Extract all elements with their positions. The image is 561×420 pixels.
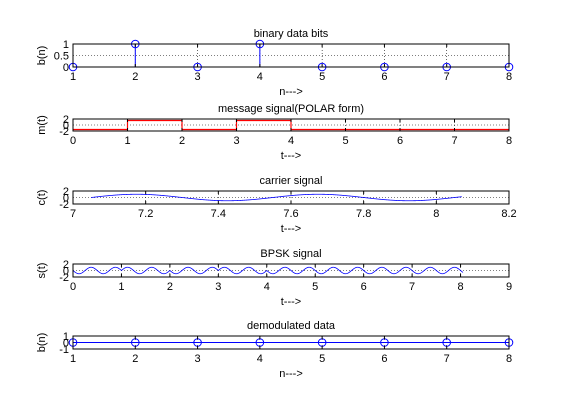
y-axis-label: m(t) [36,115,48,135]
subplot-title: BPSK signal [260,248,321,260]
subplot-3: 7 7.2 7.4 7.6 7.8 8 8.2 -202 carrier signal t--->… [36,175,517,235]
y-tick-label: -2 [59,272,69,284]
x-tick-label: 7 [444,71,450,83]
axes-background [73,44,509,67]
x-tick-label: 7.6 [283,208,298,220]
x-tick-label: 1 [124,135,130,147]
carrier-wave-line [91,193,462,202]
x-tick-label: 4 [288,135,294,147]
x-tick-label: 3 [233,135,239,147]
y-tick-label: -2 [59,199,69,211]
x-tick-label: 5 [319,71,325,83]
y-axis-label: s(t) [36,263,48,279]
subplot-title: message signal(POLAR form) [218,103,364,115]
axes-frame [72,263,510,278]
x-tick-label: 7.8 [356,208,371,220]
x-tick-label: 4 [257,353,263,365]
x-axis-label: t---> [281,223,301,235]
x-axis-label: t---> [281,296,301,308]
x-tick-label: 0 [70,281,76,293]
y-tick-label: 0 [63,62,69,74]
y-axis-label: b(n) [36,333,48,353]
x-tick-label: 1 [70,71,76,83]
x-tick-label: 8 [506,353,512,365]
x-axis-label: t---> [281,150,301,162]
y-tick-label: 0 [63,338,69,350]
axes-frame [72,43,510,68]
y-axis-label: c(t) [36,190,48,206]
x-tick-label: 2 [179,135,185,147]
subplot-title: demodulated data [247,320,336,332]
y-tick-label: 2 [63,114,69,126]
y-tick-label: -1 [59,344,69,356]
y-tick-label: 0 [63,266,69,278]
x-tick-label: 3 [195,353,201,365]
x-tick-label: 4 [257,71,263,83]
x-tick-label: 3 [215,281,221,293]
y-tick-label: 2 [63,186,69,198]
x-tick-label: 5 [342,135,348,147]
x-tick-label: 6 [381,71,387,83]
x-axis-label: n---> [279,368,303,380]
subplot-title: binary data bits [254,28,329,40]
x-tick-label: 7.2 [138,208,153,220]
x-tick-label: 2 [167,281,173,293]
x-tick-label: 9 [506,281,512,293]
x-tick-label: 8 [457,281,463,293]
subplot-title: carrier signal [260,175,323,187]
x-tick-label: 1 [118,281,124,293]
x-tick-label: 3 [195,71,201,83]
y-tick-label: 2 [63,259,69,271]
x-tick-label: 6 [381,353,387,365]
x-tick-label: 6 [397,135,403,147]
y-tick-label: 1 [63,331,69,343]
x-tick-label: 5 [312,281,318,293]
y-tick-label: 0 [63,193,69,205]
x-tick-label: 2 [132,71,138,83]
x-tick-label: 1 [70,353,76,365]
x-tick-label: 8 [433,208,439,220]
x-tick-label: 7 [70,208,76,220]
x-tick-label: 6 [361,281,367,293]
x-axis-label: n---> [279,86,303,98]
x-tick-label: 7 [451,135,457,147]
x-tick-label: 7 [409,281,415,293]
subplot-1: 1 2 3 4 5 6 7 8 00.51 binary data bits n---> b(n) [36,28,514,98]
x-tick-label: 2 [132,353,138,365]
y-tick-label: 0 [63,120,69,132]
x-tick-label: 7 [444,353,450,365]
x-tick-label: 8 [506,135,512,147]
x-tick-label: 8 [506,71,512,83]
x-tick-label: 8.2 [501,208,516,220]
x-tick-label: 5 [319,353,325,365]
y-tick-label: -2 [59,126,69,138]
x-tick-label: 4 [264,281,270,293]
x-tick-label: 0 [70,135,76,147]
y-tick-label: 0.5 [54,51,69,63]
y-tick-label: 1 [63,39,69,51]
y-axis-label: b(n) [36,46,48,66]
subplot-5: 1 2 3 4 5 6 7 8 -101 demodulated data n---> b(n) [36,320,514,380]
x-tick-label: 7.4 [211,208,226,220]
axes-frame [72,335,510,350]
bpsk-wave-line [73,266,464,275]
